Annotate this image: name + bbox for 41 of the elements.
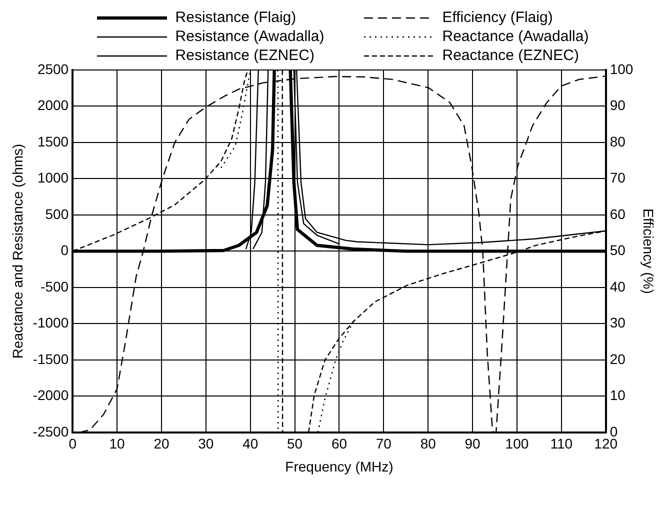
y2-tick-label: 40 — [610, 278, 626, 294]
y-tick-label: 2500 — [37, 60, 69, 77]
y2-tick-label: 30 — [610, 314, 626, 331]
y2-axis-title: Efficiency (%) — [640, 208, 657, 294]
y-tick-label: 1000 — [37, 170, 69, 186]
y2-tick-label: 10 — [610, 387, 626, 404]
x-tick-label: 30 — [198, 436, 214, 452]
legend-label: Resistance (Flaig) — [175, 9, 296, 26]
legend-label: Reactance (Awadalla) — [442, 28, 589, 45]
y2-tick-label: 100 — [610, 60, 634, 77]
legend-label: Efficiency (Flaig) — [442, 9, 553, 26]
y-tick-label: 1500 — [37, 133, 69, 150]
x-tick-label: 70 — [376, 436, 392, 452]
y-axis-title: Reactance and Resistance (ohms) — [9, 144, 26, 359]
y2-tick-label: 50 — [610, 242, 626, 258]
y-tick-label: 500 — [45, 206, 69, 222]
y-tick-label: -2000 — [32, 387, 69, 404]
x-tick-label: 100 — [505, 436, 529, 452]
x-tick-label: 110 — [550, 436, 573, 452]
y-tick-label: -1000 — [32, 314, 69, 331]
y-tick-label: -500 — [40, 278, 69, 294]
x-tick-label: 90 — [464, 436, 481, 452]
x-tick-label: 80 — [420, 436, 436, 452]
y-tick-label: 0 — [60, 242, 69, 258]
x-axis-title: Frequency (MHz) — [285, 458, 394, 474]
x-tick-label: 50 — [287, 436, 303, 452]
y-tick-label: 2000 — [37, 97, 69, 114]
y-tick-label: -1500 — [32, 350, 69, 367]
x-tick-label: 20 — [154, 436, 170, 452]
y2-tick-label: 90 — [610, 97, 626, 114]
legend-label: Resistance (Awadalla) — [175, 28, 324, 45]
x-tick-label: 60 — [331, 436, 348, 452]
y2-tick-label: 80 — [610, 133, 626, 150]
y2-tick-label: 20 — [610, 350, 626, 367]
y2-tick-label: 70 — [610, 170, 626, 186]
y-tick-label: -2500 — [32, 423, 69, 440]
legend-label: Reactance (EZNEC) — [442, 47, 579, 64]
y2-tick-label: 60 — [610, 206, 626, 222]
x-tick-label: 40 — [242, 436, 258, 452]
x-tick-label: 10 — [109, 436, 126, 452]
legend-label: Resistance (EZNEC) — [175, 47, 314, 64]
